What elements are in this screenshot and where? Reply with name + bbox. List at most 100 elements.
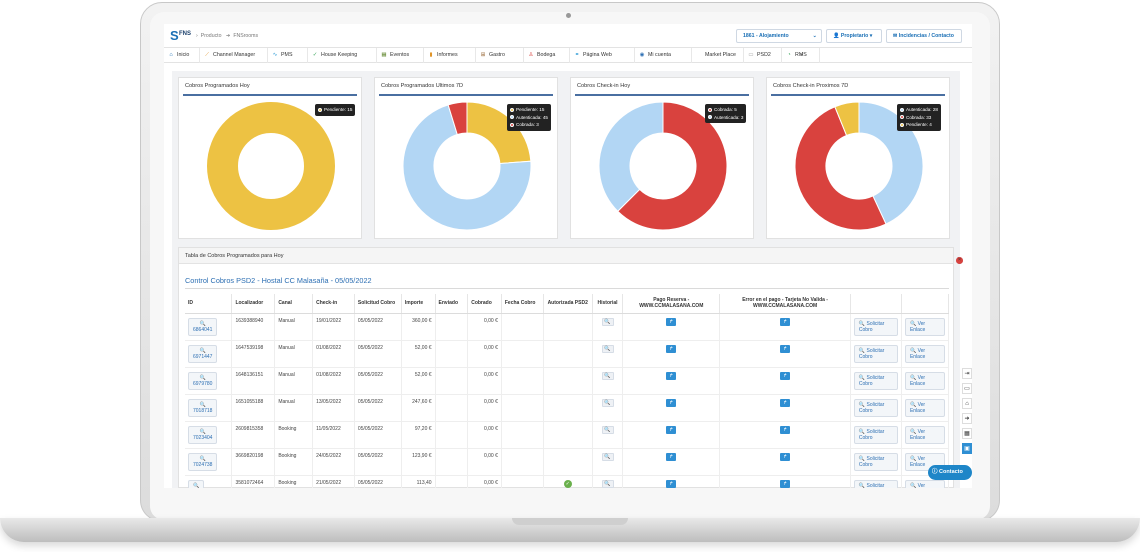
chat-icon: ✉ bbox=[893, 33, 898, 39]
localizador-cell: 2609815358 bbox=[231, 421, 276, 449]
nav-more-icon[interactable]: » bbox=[800, 52, 803, 58]
propietario-button[interactable]: 👤 Propietario ▾ bbox=[826, 29, 882, 43]
nav-item-psd2[interactable]: ▭ PSD2 bbox=[744, 48, 782, 63]
id-button[interactable]: 🔍 7023404 bbox=[188, 425, 218, 444]
id-button[interactable]: 🔍 6979780 bbox=[188, 371, 218, 390]
checkin-cell: 11/05/2022 bbox=[312, 421, 355, 449]
historial-search-icon[interactable]: 🔍 bbox=[601, 344, 614, 353]
share-icon[interactable]: ↱ bbox=[666, 479, 677, 488]
nav-item-market-place[interactable]: Market Place bbox=[692, 48, 744, 63]
column-header[interactable] bbox=[850, 294, 902, 314]
solicitar-cobro-button[interactable]: 🔍 Solicitar Cobro bbox=[853, 479, 898, 488]
ver-enlace-button[interactable]: 🔍 Ver Enlace bbox=[904, 317, 945, 336]
historial-search-icon[interactable]: 🔍 bbox=[601, 452, 614, 461]
share-icon[interactable]: ↱ bbox=[780, 479, 791, 488]
legend-name: Cobrada bbox=[516, 122, 534, 127]
nav-item-informes[interactable]: ▮ Informes bbox=[424, 48, 476, 63]
breadcrumb-item[interactable]: FNSrooms bbox=[233, 33, 259, 39]
incidencias-button[interactable]: ✉ Incidencias / Contacto bbox=[886, 29, 962, 43]
alojamiento-select[interactable]: 1861 - Alojamiento ⌄ bbox=[736, 29, 822, 43]
column-header[interactable]: Error en el pago - Tarjeta No Valida - W… bbox=[719, 294, 851, 314]
column-header[interactable]: Historial bbox=[592, 294, 624, 314]
id-button[interactable]: 🔍 6864041 bbox=[188, 317, 218, 336]
slice-pendiente[interactable] bbox=[834, 101, 860, 137]
solicitar-cobro-button[interactable]: 🔍 Solicitar Cobro bbox=[853, 398, 898, 417]
nav-item-rms[interactable]: ◔ RMS bbox=[782, 48, 820, 63]
nav-item-eventos[interactable]: ▦ Eventos bbox=[377, 48, 424, 63]
share-icon[interactable]: ↱ bbox=[780, 425, 791, 434]
column-header[interactable]: Canal bbox=[274, 294, 314, 314]
solicitar-cobro-button[interactable]: 🔍 Solicitar Cobro bbox=[853, 344, 898, 363]
share-icon[interactable]: ↱ bbox=[666, 452, 677, 461]
share-icon[interactable]: ↱ bbox=[780, 452, 791, 461]
historial-search-icon[interactable]: 🔍 bbox=[601, 371, 614, 380]
breadcrumb-item[interactable]: Producto bbox=[200, 33, 222, 39]
ver-enlace-button[interactable]: 🔍 Ver Enlace bbox=[904, 371, 945, 390]
share-icon[interactable]: ↱ bbox=[780, 398, 791, 407]
column-header[interactable]: Importe bbox=[401, 294, 436, 314]
login-icon[interactable]: ⇥ bbox=[962, 368, 972, 379]
column-header[interactable] bbox=[901, 294, 950, 314]
legend-separator: : bbox=[738, 114, 741, 120]
solicitar-cobro-button[interactable]: 🔍 Solicitar Cobro bbox=[853, 452, 898, 471]
slice-autenticada[interactable] bbox=[402, 104, 532, 231]
column-header[interactable]: Cobrado bbox=[467, 294, 502, 314]
id-button[interactable]: 🔍 bbox=[188, 479, 205, 488]
nav-item-pms[interactable]: ∿ PMS bbox=[268, 48, 308, 63]
share-icon[interactable]: ↱ bbox=[666, 344, 677, 353]
historial-search-icon[interactable]: 🔍 bbox=[601, 398, 614, 407]
column-header[interactable]: Check-in bbox=[312, 294, 355, 314]
slice-cobrada[interactable] bbox=[447, 101, 468, 136]
nav-item-bodega[interactable]: ♙ Bodega bbox=[524, 48, 570, 63]
share-icon[interactable]: ↱ bbox=[666, 398, 677, 407]
importe-value: 113,40 bbox=[416, 479, 432, 486]
nav-item-mi-cuenta[interactable]: ◉ Mi cuenta bbox=[635, 48, 692, 63]
nav-item-inicio[interactable]: ⌂ Inicio bbox=[164, 48, 200, 63]
enviado-cell bbox=[435, 475, 469, 488]
id-button[interactable]: 🔍 7024738 bbox=[188, 452, 218, 471]
logout-icon[interactable]: ➜ bbox=[962, 413, 972, 424]
column-header[interactable]: Fecha Cobro bbox=[501, 294, 544, 314]
share-icon[interactable]: ↱ bbox=[780, 371, 791, 380]
slice-autenticada[interactable] bbox=[598, 101, 664, 212]
share-icon[interactable]: ↱ bbox=[666, 317, 677, 326]
historial-search-icon[interactable]: 🔍 bbox=[601, 425, 614, 434]
autorizada-cell bbox=[543, 313, 593, 341]
column-header[interactable]: Localizador bbox=[231, 294, 276, 314]
solicitar-cobro-button[interactable]: 🔍 Solicitar Cobro bbox=[853, 317, 898, 336]
calendar-icon[interactable]: ▦ bbox=[962, 428, 972, 439]
nav-item-gastro[interactable]: ⊞ Gastro bbox=[476, 48, 524, 63]
ver-enlace-button[interactable]: 🔍 Ver Enlace bbox=[904, 425, 945, 444]
slice-cobrada[interactable] bbox=[617, 101, 728, 231]
chart-card-checkin-7d: Cobros Check-in Proximos 7D Autenticada:… bbox=[766, 77, 950, 239]
solicitar-cobro-button[interactable]: 🔍 Solicitar Cobro bbox=[853, 371, 898, 390]
ver-enlace-button[interactable]: 🔍 Ver Enlace bbox=[904, 479, 945, 488]
column-header[interactable]: Enviado bbox=[435, 294, 469, 314]
ver-enlace-button[interactable]: 🔍 Ver Enlace bbox=[904, 344, 945, 363]
column-header[interactable]: Autorizada PSD2 bbox=[543, 294, 593, 314]
chat-panel-icon[interactable]: ▣ bbox=[962, 443, 972, 454]
column-header[interactable]: Solicitud Cobro bbox=[354, 294, 402, 314]
fns-logo[interactable]: S FNS bbox=[170, 29, 192, 43]
id-button[interactable]: 🔍 6971447 bbox=[188, 344, 218, 363]
historial-search-icon[interactable]: 🔍 bbox=[601, 317, 614, 326]
slice-pendiente[interactable] bbox=[207, 102, 335, 230]
historial-search-icon[interactable]: 🔍 bbox=[601, 479, 614, 488]
solicitar-cobro-button[interactable]: 🔍 Solicitar Cobro bbox=[853, 425, 898, 444]
column-header[interactable]: Pago Reserva - WWW.CCMALASANA.COM bbox=[622, 294, 721, 314]
contact-button[interactable]: ⓘ Contacto bbox=[928, 465, 972, 480]
ver-enlace-button[interactable]: 🔍 Ver Enlace bbox=[904, 398, 945, 417]
share-icon[interactable]: ↱ bbox=[666, 425, 677, 434]
share-icon[interactable]: ↱ bbox=[780, 317, 791, 326]
share-icon[interactable]: ↱ bbox=[666, 371, 677, 380]
column-header[interactable]: ID bbox=[185, 294, 233, 314]
bed-icon[interactable]: ▭ bbox=[962, 383, 972, 394]
house-icon[interactable]: ⌂ bbox=[962, 398, 972, 409]
id-button[interactable]: 🔍 7018718 bbox=[188, 398, 218, 417]
share-icon[interactable]: ↱ bbox=[780, 344, 791, 353]
nav-item-house-keeping[interactable]: ✓ House Keeping bbox=[308, 48, 377, 63]
close-icon[interactable]: × bbox=[956, 257, 963, 264]
nav-item-channel-manager[interactable]: ⟋ Channel Manager bbox=[200, 48, 268, 63]
slice-cobrada[interactable] bbox=[794, 106, 887, 231]
nav-item-p-gina-web[interactable]: ⚭ Página Web bbox=[570, 48, 635, 63]
